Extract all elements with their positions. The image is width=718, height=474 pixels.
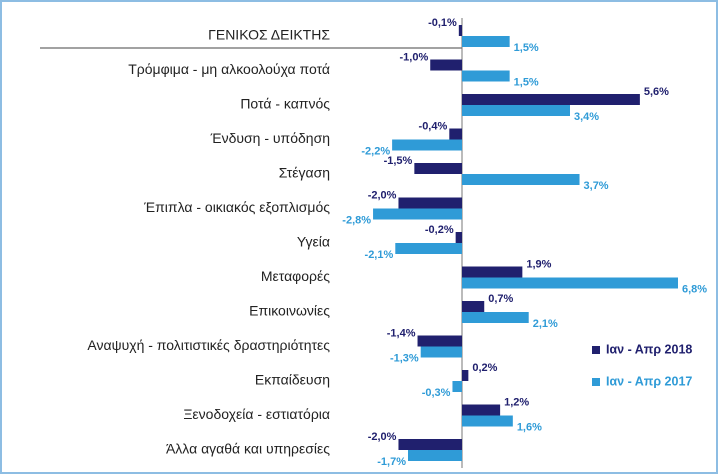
bar	[398, 197, 462, 209]
value-label: -1,5%	[384, 155, 413, 167]
category-label: Ξενοδοχεία - εστιατόρια	[183, 406, 330, 422]
legend-swatch	[592, 378, 600, 386]
category-label: Υγεία	[297, 234, 330, 250]
bar	[462, 70, 510, 82]
bar	[462, 105, 570, 116]
value-label: 1,6%	[517, 421, 542, 433]
value-label: 1,5%	[514, 42, 539, 54]
value-label: 1,2%	[504, 396, 529, 408]
value-label: -0,3%	[422, 387, 451, 399]
category-label: Εκπαίδευση	[255, 372, 330, 388]
value-label: -2,2%	[361, 145, 390, 157]
value-label: -2,0%	[368, 431, 397, 443]
category-label: Επικοινωνίες	[249, 303, 330, 319]
value-label: -2,0%	[368, 189, 397, 201]
bar	[458, 25, 462, 36]
value-label: -1,0%	[399, 51, 428, 63]
category-label: Ένδυση - υπόδηση	[210, 130, 330, 146]
category-label: Ποτά - καπνός	[240, 96, 330, 112]
category-label: Έπιπλα - οικιακός εξοπλισμός	[143, 199, 330, 215]
bar	[398, 439, 462, 450]
bar	[462, 404, 501, 416]
bar	[373, 208, 462, 220]
value-label: -2,1%	[365, 249, 394, 261]
category-label: Στέγαση	[279, 165, 330, 181]
bar	[462, 174, 580, 185]
bar	[408, 450, 462, 461]
bar	[449, 128, 462, 140]
bar	[417, 335, 462, 347]
value-label: -1,3%	[390, 352, 419, 364]
category-label: Αναψυχή - πολιτιστικές δραστηριότητες	[87, 337, 330, 353]
category-label: Τρόμφιμα - μη αλκοολούχα ποτά	[128, 61, 330, 77]
bar	[462, 312, 529, 323]
bar	[392, 139, 462, 151]
value-label: 1,5%	[514, 76, 539, 88]
value-label: 6,8%	[682, 283, 707, 295]
bar	[455, 232, 462, 243]
legend-swatch	[592, 346, 600, 354]
bar	[420, 346, 462, 358]
bar	[462, 266, 523, 278]
bar	[395, 243, 462, 254]
bar	[430, 59, 462, 71]
value-label: -1,4%	[387, 327, 416, 339]
bar	[414, 163, 462, 174]
bar	[462, 370, 469, 381]
category-label: Άλλα αγαθά και υπηρεσίες	[166, 441, 330, 457]
category-label: ΓΕΝΙΚΟΣ ΔΕΙΚΤΗΣ	[208, 27, 330, 43]
value-label: -0,1%	[428, 17, 457, 29]
value-label: 2,1%	[533, 318, 558, 330]
value-label: 5,6%	[644, 86, 669, 98]
value-label: 3,4%	[574, 111, 599, 123]
value-label: 1,9%	[526, 258, 551, 270]
value-label: 3,7%	[584, 180, 609, 192]
value-label: 0,7%	[488, 293, 513, 305]
bar	[452, 381, 462, 392]
category-label: Μεταφορές	[261, 268, 330, 284]
value-label: -0,2%	[425, 224, 454, 236]
bar	[462, 415, 513, 427]
legend-label: Ιαν - Απρ 2017	[606, 374, 692, 388]
bar	[462, 94, 640, 105]
legend-label: Ιαν - Απρ 2018	[606, 342, 692, 356]
value-label: 0,2%	[472, 362, 497, 374]
value-label: -0,4%	[419, 120, 448, 132]
value-label: -2,8%	[342, 214, 371, 226]
bar	[462, 301, 485, 312]
bar	[462, 36, 510, 47]
bar	[462, 277, 678, 289]
value-label: -1,7%	[377, 456, 406, 468]
